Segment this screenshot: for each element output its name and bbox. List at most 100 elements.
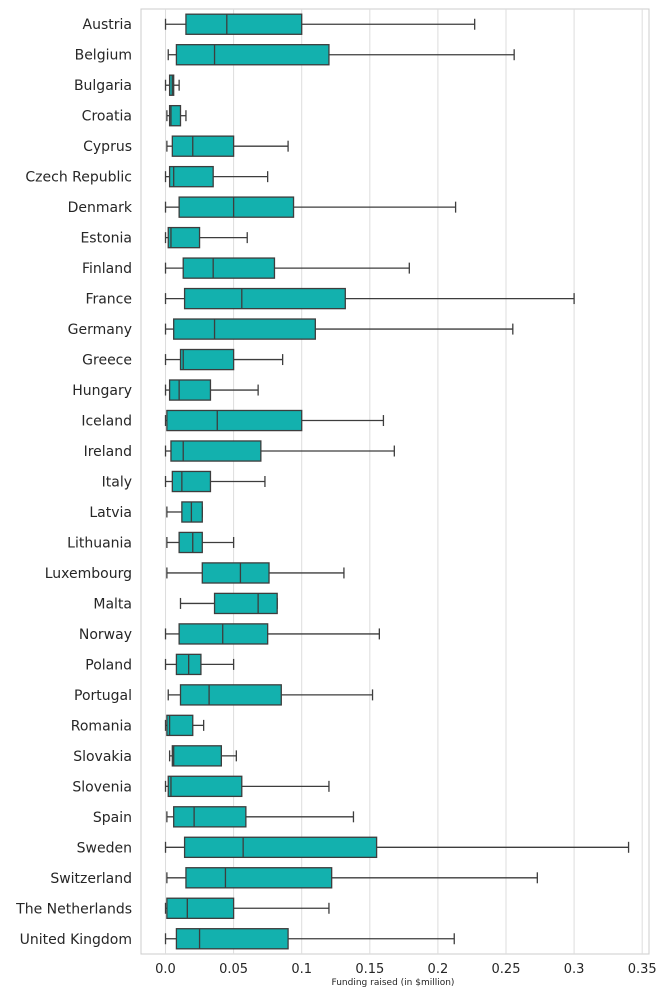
iqr-box — [175, 44, 330, 66]
iqr-box — [171, 745, 223, 767]
box-croatia — [166, 104, 187, 127]
box-finland — [164, 257, 410, 279]
iqr-box — [168, 74, 175, 96]
iqr-box — [178, 531, 203, 554]
category-label: Spain — [93, 810, 132, 826]
category-label: Denmark — [68, 200, 133, 216]
box-united-kingdom — [164, 928, 455, 950]
box-lithuania — [166, 531, 235, 554]
box-romania — [164, 714, 205, 737]
box-estonia — [164, 226, 248, 249]
box-portugal — [167, 684, 374, 706]
x-tick-label: 0.25 — [492, 962, 521, 977]
iqr-box — [166, 897, 235, 919]
iqr-box — [179, 348, 235, 371]
box-austria — [164, 13, 476, 35]
box-luxembourg — [166, 562, 345, 584]
category-label: Czech Republic — [25, 170, 132, 186]
x-tick-label: 0.1 — [291, 962, 312, 977]
iqr-box — [173, 806, 247, 828]
category-label: Sweden — [77, 840, 132, 856]
x-tick-label: 0.2 — [428, 962, 449, 977]
category-label: Cyprus — [83, 139, 132, 155]
category-label: Estonia — [80, 231, 132, 247]
category-label: Italy — [102, 475, 132, 491]
category-label: Poland — [85, 657, 132, 673]
iqr-box — [179, 684, 282, 706]
box-czech-republic — [164, 165, 269, 188]
x-tick-label: 0.05 — [219, 962, 248, 977]
category-label: Croatia — [82, 109, 132, 125]
category-label: Romania — [71, 718, 132, 734]
box-hungary — [164, 379, 259, 401]
category-label: Portugal — [74, 688, 132, 704]
x-tick-labels: 0.0 0.05 0.1 0.15 0.2 0.25 0.3 0.35 — [155, 962, 656, 977]
box-iceland — [164, 409, 385, 432]
iqr-box — [178, 623, 269, 645]
x-tick-label: 0.15 — [355, 962, 384, 977]
box-the-netherlands — [164, 897, 330, 919]
category-label: Finland — [82, 261, 132, 277]
iqr-box — [175, 928, 289, 950]
iqr-box — [166, 409, 303, 432]
x-tick-label: 0.35 — [628, 962, 657, 977]
iqr-box — [182, 257, 276, 279]
iqr-box — [185, 867, 333, 889]
iqr-box — [201, 562, 270, 584]
box-italy — [164, 470, 266, 493]
iqr-box — [213, 592, 278, 615]
category-label: Luxembourg — [45, 566, 132, 582]
box-denmark — [164, 196, 457, 218]
iqr-box — [168, 379, 212, 401]
category-label: Hungary — [72, 383, 132, 399]
box-latvia — [166, 501, 203, 523]
category-label: Ireland — [84, 444, 132, 460]
iqr-box — [166, 714, 194, 737]
category-label: Greece — [82, 353, 132, 369]
iqr-box — [170, 440, 262, 462]
iqr-box — [171, 470, 212, 493]
category-label: Switzerland — [50, 871, 132, 887]
x-tick-label: 0.0 — [155, 962, 176, 977]
iqr-box — [183, 287, 346, 310]
box-norway — [164, 623, 380, 645]
box-bulgaria — [164, 74, 180, 96]
box-sweden — [164, 836, 630, 859]
x-tick-label: 0.3 — [564, 962, 585, 977]
box-malta — [179, 592, 278, 615]
box-greece — [164, 348, 284, 371]
box-cyprus — [166, 135, 289, 157]
category-label: Austria — [83, 17, 132, 33]
category-label: Slovenia — [72, 779, 132, 795]
iqr-box — [178, 196, 295, 218]
box-germany — [164, 318, 514, 340]
category-label: Malta — [93, 596, 132, 612]
box-poland — [164, 653, 235, 676]
x-axis-title: Funding raised (in $million) — [332, 978, 455, 988]
category-label: Bulgaria — [74, 78, 132, 94]
category-label: Iceland — [81, 414, 132, 430]
category-label: Lithuania — [67, 535, 132, 551]
box-ireland — [164, 440, 395, 462]
box-switzerland — [166, 867, 538, 889]
category-label: Belgium — [75, 48, 132, 64]
category-label: Norway — [79, 627, 132, 643]
iqr-box — [171, 135, 235, 157]
iqr-box — [168, 165, 214, 188]
iqr-box — [167, 775, 243, 798]
category-label: Germany — [68, 322, 132, 338]
boxes-group — [164, 13, 630, 950]
box-slovakia — [168, 745, 237, 767]
category-label: Slovakia — [73, 749, 132, 765]
category-label: The Netherlands — [15, 901, 132, 917]
category-label: United Kingdom — [20, 932, 132, 948]
category-label: Latvia — [89, 505, 132, 521]
iqr-box — [168, 104, 182, 127]
box-spain — [166, 806, 355, 828]
iqr-box — [167, 226, 201, 249]
category-labels: Austria Belgium Bulgaria Croatia Cyprus Czech… — [15, 17, 133, 948]
box-belgium — [167, 44, 515, 66]
iqr-box — [185, 13, 303, 35]
box-france — [164, 287, 575, 310]
